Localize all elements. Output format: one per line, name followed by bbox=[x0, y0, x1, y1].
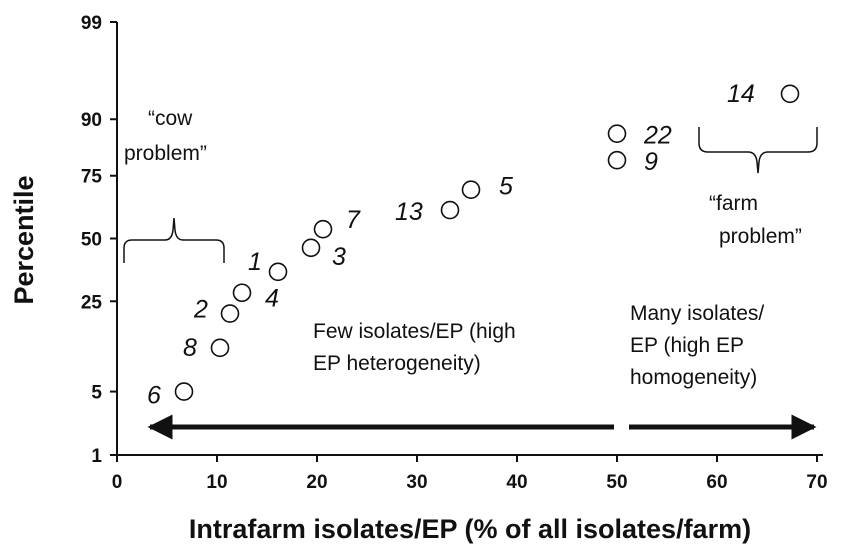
y-tick-label-50: 50 bbox=[81, 230, 102, 251]
x-tick-label-30: 30 bbox=[406, 472, 427, 493]
point-label-13: 13 bbox=[395, 198, 423, 226]
y-tick-label-25: 25 bbox=[81, 292, 103, 313]
point-label-8: 8 bbox=[183, 334, 197, 362]
farm-problem-brace bbox=[698, 127, 818, 174]
point-label-9: 9 bbox=[644, 148, 658, 176]
many-isolates-line3: homogeneity) bbox=[630, 366, 757, 389]
point-label-14: 14 bbox=[727, 80, 755, 108]
x-tick-label-0: 0 bbox=[112, 472, 123, 493]
x-axis-title: Intrafarm isolates/EP (% of all isolates… bbox=[189, 514, 751, 544]
point-label-6: 6 bbox=[147, 382, 161, 410]
x-tick-label-60: 60 bbox=[706, 472, 727, 493]
cow-problem-line1: “cow bbox=[148, 107, 193, 130]
data-point-3 bbox=[301, 238, 321, 258]
data-point-14 bbox=[780, 84, 800, 104]
data-point-1 bbox=[268, 262, 288, 282]
farm-problem-annotation: “farm problem” bbox=[698, 127, 818, 248]
x-tick-label-10: 10 bbox=[206, 472, 227, 493]
point-label-2: 2 bbox=[193, 296, 208, 324]
many-isolates-line1: Many isolates/ bbox=[630, 302, 764, 325]
farm-problem-line2: problem” bbox=[719, 225, 802, 248]
data-point-9 bbox=[607, 150, 627, 170]
data-point-4 bbox=[232, 283, 252, 303]
cow-problem-line2: problem” bbox=[124, 142, 207, 165]
x-ticks: 0 10 20 30 40 50 60 70 bbox=[112, 455, 828, 493]
point-label-3: 3 bbox=[332, 243, 346, 271]
farm-problem-line1: “farm bbox=[709, 192, 758, 215]
data-point-22 bbox=[607, 124, 627, 143]
y-axis-title: Percentile bbox=[9, 175, 39, 304]
data-point-7 bbox=[313, 219, 333, 239]
data-point-6 bbox=[174, 382, 194, 401]
y-tick-label-5: 5 bbox=[91, 383, 102, 404]
y-tick-label-99: 99 bbox=[81, 13, 102, 34]
cow-problem-annotation: “cow problem” bbox=[123, 107, 225, 263]
x-tick-label-70: 70 bbox=[806, 472, 827, 493]
x-tick-label-50: 50 bbox=[606, 472, 627, 493]
few-isolates-line1: Few isolates/EP (high bbox=[313, 320, 516, 343]
x-tick-label-20: 20 bbox=[306, 472, 327, 493]
cow-problem-brace bbox=[123, 217, 225, 263]
point-label-1: 1 bbox=[248, 248, 262, 276]
few-isolates-line2: EP heterogeneity) bbox=[313, 352, 481, 375]
point-label-5: 5 bbox=[499, 173, 513, 201]
y-ticks: 1 5 25 50 75 90 99 bbox=[81, 13, 117, 467]
x-tick-label-40: 40 bbox=[506, 472, 527, 493]
y-tick-label-90: 90 bbox=[81, 110, 102, 131]
point-label-7: 7 bbox=[346, 206, 361, 234]
data-point-5 bbox=[461, 180, 481, 199]
many-isolates-line2: EP (high EP bbox=[630, 334, 744, 357]
data-point-2 bbox=[220, 304, 240, 323]
y-tick-label-75: 75 bbox=[81, 167, 103, 188]
point-label-4: 4 bbox=[265, 285, 279, 313]
y-tick-label-1: 1 bbox=[91, 446, 102, 467]
data-point-8 bbox=[210, 338, 230, 358]
point-label-22: 22 bbox=[643, 122, 672, 150]
data-point-13 bbox=[440, 200, 460, 220]
